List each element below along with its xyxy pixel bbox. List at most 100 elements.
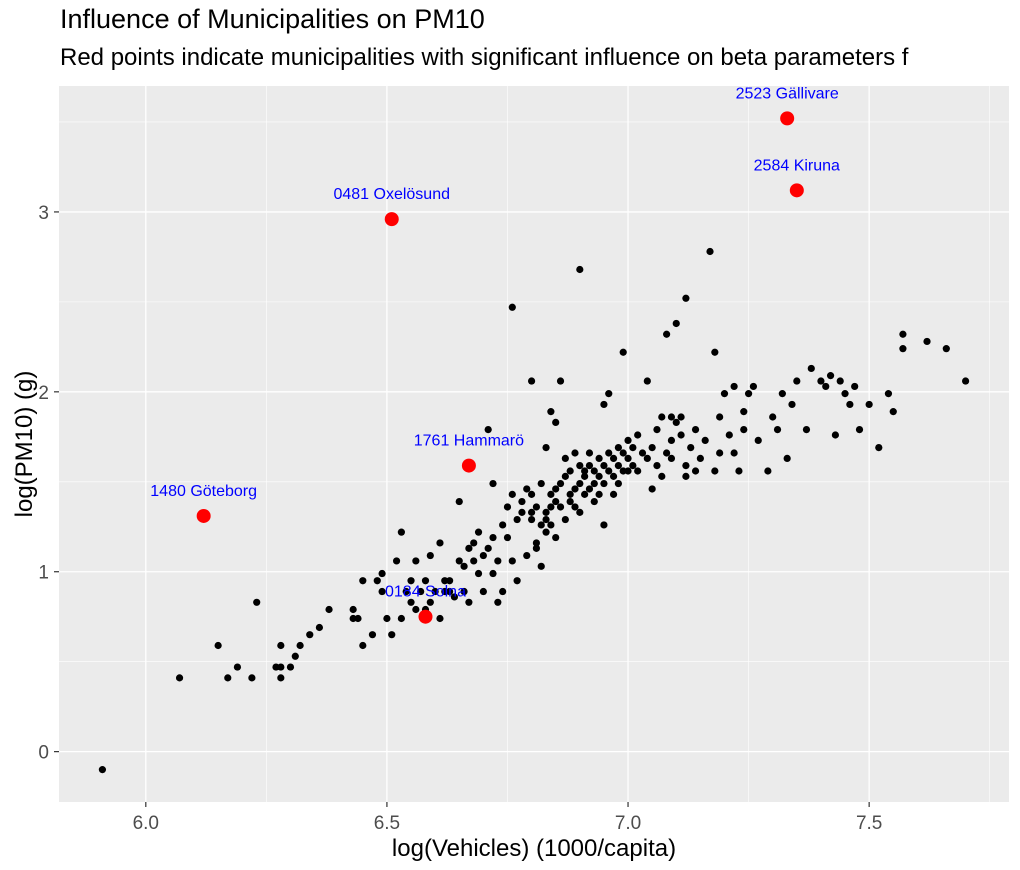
data-point <box>889 408 897 416</box>
data-point <box>306 631 314 639</box>
data-point <box>677 431 685 439</box>
data-point <box>585 449 594 457</box>
data-point <box>542 515 550 524</box>
data-point <box>214 641 222 650</box>
data-point <box>484 426 492 434</box>
data-point <box>373 577 381 585</box>
data-point <box>691 426 700 434</box>
data-point <box>711 348 719 356</box>
data-point <box>556 479 565 488</box>
data-point <box>581 490 589 498</box>
data-point <box>489 533 497 542</box>
minor-gridlines <box>59 86 1009 802</box>
data-point <box>609 454 618 462</box>
data-point <box>349 605 357 614</box>
data-point <box>532 539 541 547</box>
data-point <box>609 472 618 480</box>
data-point <box>552 418 560 427</box>
data-point <box>224 674 232 682</box>
data-point <box>826 372 835 380</box>
data-point <box>277 663 285 671</box>
data-point <box>706 247 714 256</box>
data-point <box>537 521 545 529</box>
data-point <box>653 461 661 470</box>
data-point <box>749 382 758 391</box>
data-point <box>643 454 651 462</box>
data-point <box>609 490 618 498</box>
data-point <box>696 454 704 462</box>
data-point <box>503 503 512 511</box>
data-point <box>614 461 622 470</box>
data-point <box>605 467 613 475</box>
data-point <box>542 443 550 452</box>
data-point <box>508 490 516 498</box>
data-point <box>532 544 541 552</box>
y-tick-label: 3 <box>38 203 49 224</box>
data-point <box>667 454 676 462</box>
data-point <box>446 577 454 585</box>
data-point <box>402 587 410 596</box>
x-axis-label: log(Vehicles) (1000/capita) <box>392 835 676 862</box>
data-point <box>677 413 685 421</box>
data-point <box>595 490 603 498</box>
data-point <box>494 557 502 565</box>
data-point <box>556 503 565 511</box>
data-point <box>672 319 680 328</box>
data-point <box>663 330 671 338</box>
highlighted-points <box>196 111 804 624</box>
highlight-label: 2584 Kiruna <box>754 157 840 174</box>
data-point <box>648 485 656 493</box>
data-point <box>359 577 367 585</box>
y-tick-label: 2 <box>38 383 49 404</box>
data-point <box>494 598 502 606</box>
highlight-label: 2523 Gällivare <box>736 85 839 102</box>
data-point <box>426 598 434 606</box>
data-point <box>634 431 642 439</box>
data-point <box>547 503 555 511</box>
data-point <box>884 390 893 398</box>
data-point <box>624 454 632 462</box>
data-point <box>600 479 608 488</box>
y-tick-label: 0 <box>38 743 49 764</box>
data-point <box>248 674 256 682</box>
x-tick-label: 7.5 <box>856 813 882 834</box>
data-point <box>716 413 724 421</box>
data-point <box>658 413 666 421</box>
data-point <box>764 467 772 475</box>
data-point <box>961 377 970 385</box>
data-point <box>489 569 497 578</box>
highlighted-point <box>461 458 476 473</box>
data-point <box>581 472 589 480</box>
data-point <box>446 587 454 596</box>
data-point <box>855 426 864 434</box>
data-point <box>484 544 492 552</box>
data-point <box>436 614 444 623</box>
data-point <box>508 557 516 565</box>
y-axis: 0 1 2 3 <box>38 203 59 764</box>
data-point <box>773 426 782 434</box>
highlighted-point <box>418 609 433 624</box>
data-point <box>735 467 743 475</box>
data-point <box>426 551 434 560</box>
data-point <box>561 472 569 480</box>
data-point <box>730 449 738 457</box>
data-point <box>523 485 531 493</box>
data-point <box>595 472 603 480</box>
data-point <box>392 557 401 565</box>
data-point <box>624 467 632 475</box>
data-point <box>315 623 324 632</box>
highlight-label: 1761 Hammarö <box>414 433 524 450</box>
x-axis: 6.0 6.5 7.0 7.5 <box>133 802 882 834</box>
data-point <box>619 348 627 356</box>
data-point <box>581 467 589 475</box>
data-point <box>571 449 579 457</box>
data-point <box>552 533 560 542</box>
data-point <box>325 605 333 614</box>
highlighted-point <box>384 212 399 227</box>
data-point <box>783 454 791 462</box>
data-point <box>663 449 671 457</box>
data-point <box>450 593 459 601</box>
data-point <box>98 766 107 774</box>
data-point <box>489 479 497 488</box>
